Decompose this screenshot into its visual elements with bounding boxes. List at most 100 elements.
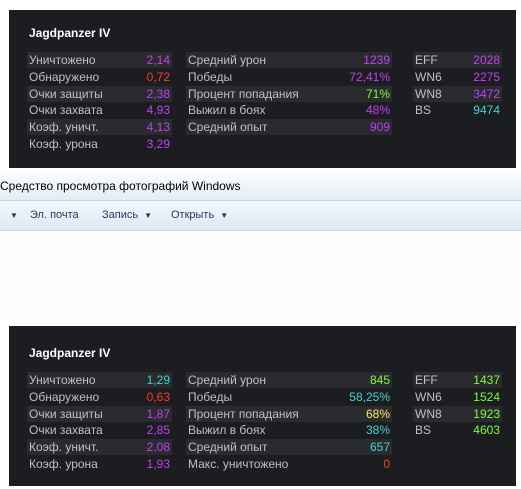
stat-row: Выжил в боях 38% bbox=[186, 422, 392, 438]
stat-value: 38% bbox=[365, 423, 390, 438]
stat-value: 4603 bbox=[473, 423, 500, 438]
stat-label: Очки защиты bbox=[29, 86, 103, 101]
stat-value: 72,41% bbox=[349, 69, 390, 84]
stat-value: 0 bbox=[383, 457, 390, 471]
stat-value: 71% bbox=[365, 86, 390, 101]
stats-panel-top: Jagdpanzer IV Уничтожено 2,14 Обнаружено 0,… bbox=[9, 10, 516, 168]
stat-row: Средний урон 845 bbox=[186, 372, 392, 388]
stat-value: 2,38 bbox=[146, 86, 170, 101]
stat-row: WN6 2275 bbox=[413, 69, 502, 85]
stat-value: 657 bbox=[369, 440, 390, 455]
tank-name: Jagdpanzer IV bbox=[29, 26, 111, 40]
stat-row: EFF 1437 bbox=[413, 372, 502, 388]
stat-value: 2,08 bbox=[146, 440, 170, 455]
stat-row: Средний опыт 909 bbox=[186, 119, 392, 136]
stat-label: Очки защиты bbox=[29, 406, 103, 421]
stat-value: 4,13 bbox=[146, 120, 170, 135]
stat-value: 845 bbox=[369, 373, 390, 387]
stat-label: Очки захвата bbox=[29, 103, 103, 118]
stat-label: BS bbox=[415, 103, 432, 118]
stat-value: 48% bbox=[365, 103, 390, 118]
stat-label: Коэф. урона bbox=[29, 137, 98, 151]
stat-row: Средний урон 1239 bbox=[186, 52, 392, 68]
stat-label: Процент попадания bbox=[188, 406, 299, 421]
stat-label: Обнаружено bbox=[29, 69, 100, 84]
stat-row: Коэф. уничт. 4,13 bbox=[27, 119, 172, 136]
stat-value: 0,63 bbox=[146, 389, 170, 404]
stat-label: Коэф. урона bbox=[29, 457, 98, 471]
stat-value: 58,25% bbox=[349, 389, 390, 404]
stat-label: Средний опыт bbox=[188, 120, 268, 135]
stat-value: 909 bbox=[369, 120, 390, 135]
stat-label: Средний урон bbox=[188, 53, 266, 67]
stat-row: Процент попадания 71% bbox=[186, 85, 392, 102]
stat-value: 68% bbox=[365, 406, 390, 421]
menu-open[interactable]: Открыть ▼ bbox=[171, 209, 229, 221]
stat-value: 2028 bbox=[473, 53, 500, 67]
stat-row: Выжил в боях 48% bbox=[186, 102, 392, 118]
stat-label: WN6 bbox=[415, 69, 442, 84]
stat-value: 1524 bbox=[473, 389, 500, 404]
stat-row: BS 9474 bbox=[413, 102, 502, 118]
stat-value: 9474 bbox=[473, 103, 500, 118]
menu-email[interactable]: Эл. почта bbox=[30, 209, 79, 221]
stat-label: Выжил в боях bbox=[188, 103, 266, 118]
stat-label: EFF bbox=[415, 53, 438, 67]
stat-row: Очки защиты 2,38 bbox=[27, 85, 172, 102]
stat-row: Победы 72,41% bbox=[186, 69, 392, 85]
stat-row: Коэф. урона 1,93 bbox=[27, 456, 172, 472]
stat-row: Обнаружено 0,63 bbox=[27, 389, 172, 405]
stat-label: Победы bbox=[188, 389, 233, 404]
window-titlebar: Средство просмотра фотографий Windows bbox=[0, 172, 521, 201]
menu-bar: ▼ Эл. почта Запись ▼ Открыть ▼ bbox=[0, 201, 521, 231]
tank-name: Jagdpanzer IV bbox=[29, 346, 111, 360]
stat-value: 1,93 bbox=[146, 457, 170, 471]
stat-row: Уничтожено 1,29 bbox=[27, 372, 172, 388]
stat-value: 2,14 bbox=[146, 53, 170, 67]
stat-row: Победы 58,25% bbox=[186, 389, 392, 405]
chevron-down-icon: ▼ bbox=[10, 211, 18, 220]
stat-row: WN6 1524 bbox=[413, 389, 502, 405]
stat-label: Средний урон bbox=[188, 373, 266, 387]
stat-value: 1,87 bbox=[146, 406, 170, 421]
stat-value: 3,29 bbox=[146, 137, 170, 151]
stat-value: 3472 bbox=[473, 86, 500, 101]
stat-row: Процент попадания 68% bbox=[186, 405, 392, 422]
stat-label: Обнаружено bbox=[29, 389, 100, 404]
stat-row: Коэф. уничт. 2,08 bbox=[27, 439, 172, 456]
stat-row: Обнаружено 0,72 bbox=[27, 69, 172, 85]
stat-row: Очки захвата 2,85 bbox=[27, 422, 172, 438]
stat-row: Макс. уничтожено 0 bbox=[186, 456, 392, 472]
menu-burn[interactable]: Запись ▼ bbox=[102, 209, 153, 221]
stat-label: Очки захвата bbox=[29, 423, 103, 438]
stat-label: Средний опыт bbox=[188, 440, 268, 455]
stat-label: Победы bbox=[188, 69, 233, 84]
stat-value: 1239 bbox=[363, 53, 390, 67]
stat-label: Коэф. уничт. bbox=[29, 440, 99, 455]
menu-file[interactable]: ▼ bbox=[4, 209, 18, 221]
stat-label: Уничтожено bbox=[29, 373, 96, 387]
stat-row: Очки захвата 4,93 bbox=[27, 102, 172, 118]
stat-label: EFF bbox=[415, 373, 438, 387]
stat-value: 1437 bbox=[473, 373, 500, 387]
stat-label: Уничтожено bbox=[29, 53, 96, 67]
window-title: Средство просмотра фотографий Windows bbox=[0, 179, 241, 193]
stats-panel-bottom: Jagdpanzer IV Уничтожено 1,29 Обнаружено 0,… bbox=[9, 326, 516, 486]
stat-value: 2,85 bbox=[146, 423, 170, 438]
stat-row: WN8 1923 bbox=[413, 405, 502, 422]
stat-label: WN8 bbox=[415, 86, 442, 101]
stat-row: Средний опыт 657 bbox=[186, 439, 392, 456]
stat-label: Коэф. уничт. bbox=[29, 120, 99, 135]
stat-row: Очки защиты 1,87 bbox=[27, 405, 172, 422]
stat-label: WN8 bbox=[415, 406, 442, 421]
stat-row: Коэф. урона 3,29 bbox=[27, 136, 172, 152]
stat-label: Макс. уничтожено bbox=[188, 457, 289, 471]
stat-label: Выжил в боях bbox=[188, 423, 266, 438]
stat-value: 1923 bbox=[473, 406, 500, 421]
stat-label: BS bbox=[415, 423, 432, 438]
stat-row: EFF 2028 bbox=[413, 52, 502, 68]
stat-value: 0,72 bbox=[146, 69, 170, 84]
photo-viewer-canvas bbox=[0, 231, 521, 326]
stat-value: 2275 bbox=[473, 69, 500, 84]
stat-label: WN6 bbox=[415, 389, 442, 404]
